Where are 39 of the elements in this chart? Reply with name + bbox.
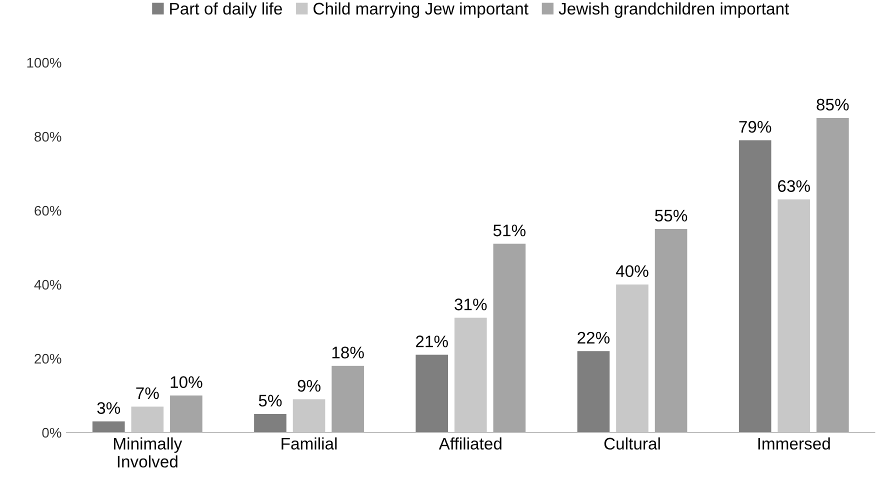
legend-label: Child marrying Jew important — [314, 2, 528, 18]
bar — [92, 421, 125, 432]
bar — [332, 366, 364, 432]
data-label: 7% — [136, 387, 159, 400]
bar — [493, 244, 526, 432]
legend-label: Part of daily life — [170, 2, 282, 18]
bar — [738, 140, 772, 432]
data-label: 22% — [578, 332, 610, 344]
x-tick-label: Immersed — [758, 437, 830, 450]
x-tick-label: Minimally Involved — [114, 437, 182, 468]
bar — [254, 414, 286, 432]
y-tick-label: 0% — [42, 428, 62, 438]
y-tick-label: 100% — [27, 58, 62, 68]
y-tick-label: 20% — [34, 354, 62, 364]
bar — [170, 396, 202, 432]
bar — [416, 354, 448, 432]
y-tick-label: 60% — [34, 206, 62, 216]
bar — [577, 351, 610, 432]
data-label: 31% — [454, 298, 487, 310]
x-tick-label: Cultural — [604, 437, 660, 450]
legend-label: Jewish grandchildren important — [558, 2, 790, 18]
data-label: 3% — [97, 402, 120, 414]
bar — [654, 229, 688, 432]
x-tick-label: Affiliated — [438, 437, 502, 450]
bar — [816, 118, 849, 432]
data-label: 9% — [298, 380, 320, 392]
data-label: 51% — [493, 224, 526, 236]
data-label: 18% — [332, 346, 364, 358]
y-tick-label: 40% — [34, 280, 62, 290]
data-label: 79% — [739, 120, 772, 133]
x-tick-label: Familial — [282, 437, 337, 450]
data-label: 5% — [258, 394, 282, 407]
data-label: 40% — [616, 265, 648, 278]
data-label: 85% — [816, 98, 849, 111]
data-label: 63% — [778, 180, 810, 192]
data-label: 10% — [170, 376, 202, 388]
data-label: 21% — [416, 336, 448, 348]
data-label: 55% — [655, 210, 688, 222]
y-tick-label: 80% — [34, 132, 62, 142]
